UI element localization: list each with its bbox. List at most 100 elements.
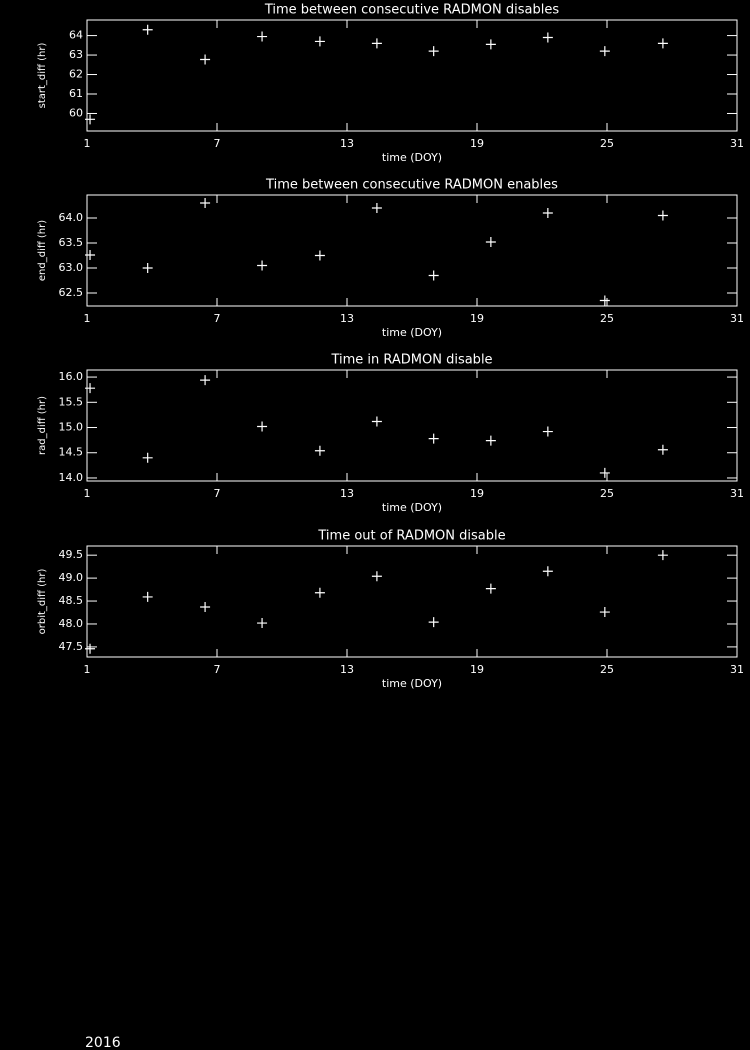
data-point	[314, 250, 325, 261]
data-point	[599, 295, 610, 306]
x-tick-label: 13	[340, 487, 354, 500]
data-point	[657, 444, 668, 455]
data-point	[485, 237, 496, 247]
data-point	[428, 617, 439, 628]
x-tick-label: 25	[600, 312, 614, 325]
data-point	[371, 571, 382, 582]
data-point	[657, 210, 668, 221]
year-label: 2016	[85, 1035, 121, 1050]
x-tick-label: 25	[600, 137, 614, 150]
data-point	[542, 426, 553, 437]
y-tick-label: 63.0	[59, 261, 84, 274]
x-axis-label: time (DOY)	[382, 326, 442, 339]
chart-title: Time between consecutive RADMON enables	[265, 178, 558, 193]
y-tick-label: 14.0	[59, 471, 84, 484]
data-point	[142, 24, 153, 35]
x-tick-label: 1	[84, 663, 91, 676]
x-tick-label: 13	[340, 312, 354, 325]
data-point	[542, 32, 553, 43]
x-tick-label: 1	[84, 312, 91, 325]
y-axis-label: rad_diff (hr)	[37, 396, 48, 455]
y-tick-label: 48.5	[59, 594, 84, 607]
x-tick-label: 7	[214, 312, 221, 325]
data-point	[257, 31, 268, 42]
data-point	[371, 203, 382, 213]
y-tick-label: 60	[69, 106, 83, 119]
x-tick-label: 31	[730, 487, 744, 500]
y-tick-label: 61	[69, 87, 83, 100]
data-point	[657, 38, 668, 49]
x-tick-label: 19	[470, 663, 484, 676]
y-tick-label: 63.5	[59, 236, 84, 249]
data-point	[314, 36, 325, 47]
data-point	[599, 467, 610, 478]
y-tick-label: 15.5	[59, 395, 84, 408]
data-point	[257, 421, 268, 432]
plot-frame	[86, 545, 738, 658]
data-point	[142, 263, 153, 273]
y-tick-label: 62	[69, 68, 83, 81]
y-tick-label: 15.0	[59, 421, 84, 434]
data-point	[200, 602, 211, 613]
x-axis-label: time (DOY)	[382, 501, 442, 514]
x-tick-label: 31	[730, 663, 744, 676]
data-point	[371, 416, 382, 427]
data-point	[85, 114, 96, 125]
y-tick-label: 64.0	[59, 211, 84, 224]
y-axis-label: orbit_diff (hr)	[37, 569, 48, 635]
data-point	[142, 452, 153, 463]
data-point	[428, 270, 439, 281]
x-axis-label: time (DOY)	[382, 677, 442, 690]
data-point	[485, 435, 496, 446]
x-tick-label: 19	[470, 312, 484, 325]
chart-title: Time between consecutive RADMON disables	[264, 3, 560, 18]
data-point	[85, 250, 96, 260]
data-point	[142, 591, 153, 602]
data-point	[200, 375, 211, 386]
data-point	[599, 46, 610, 57]
data-point	[200, 198, 211, 208]
chart-title: Time in RADMON disable	[330, 353, 492, 368]
x-tick-label: 31	[730, 312, 744, 325]
x-tick-label: 13	[340, 137, 354, 150]
y-tick-label: 48.0	[59, 617, 84, 630]
data-point	[200, 54, 211, 65]
x-tick-label: 1	[84, 137, 91, 150]
y-tick-label: 47.5	[59, 640, 84, 653]
x-tick-label: 25	[600, 663, 614, 676]
plot-frame	[86, 194, 738, 307]
data-point	[428, 433, 439, 444]
data-point	[85, 643, 96, 654]
data-point	[314, 445, 325, 456]
y-tick-label: 63	[69, 48, 83, 61]
y-tick-label: 16.0	[59, 370, 84, 383]
data-point	[428, 46, 439, 57]
data-point	[599, 607, 610, 618]
y-axis-label: end_diff (hr)	[37, 220, 48, 281]
x-tick-label: 13	[340, 663, 354, 676]
data-point	[657, 550, 668, 561]
y-tick-label: 14.5	[59, 446, 84, 459]
y-tick-label: 64	[69, 29, 83, 42]
data-point	[371, 38, 382, 49]
y-tick-label: 62.5	[59, 286, 84, 299]
chart-title: Time out of RADMON disable	[317, 529, 505, 544]
x-tick-label: 7	[214, 137, 221, 150]
plot-frame	[86, 19, 738, 132]
x-tick-label: 19	[470, 487, 484, 500]
x-axis-label: time (DOY)	[382, 151, 442, 164]
x-tick-label: 31	[730, 137, 744, 150]
data-point	[257, 260, 268, 271]
x-tick-label: 25	[600, 487, 614, 500]
data-point	[542, 566, 553, 577]
data-point	[542, 208, 553, 218]
y-tick-label: 49.0	[59, 571, 84, 584]
x-tick-label: 19	[470, 137, 484, 150]
x-tick-label: 7	[214, 487, 221, 500]
y-axis-label: start_diff (hr)	[37, 43, 48, 109]
data-point	[257, 618, 268, 629]
data-point	[485, 583, 496, 594]
plot-frame	[86, 369, 738, 482]
